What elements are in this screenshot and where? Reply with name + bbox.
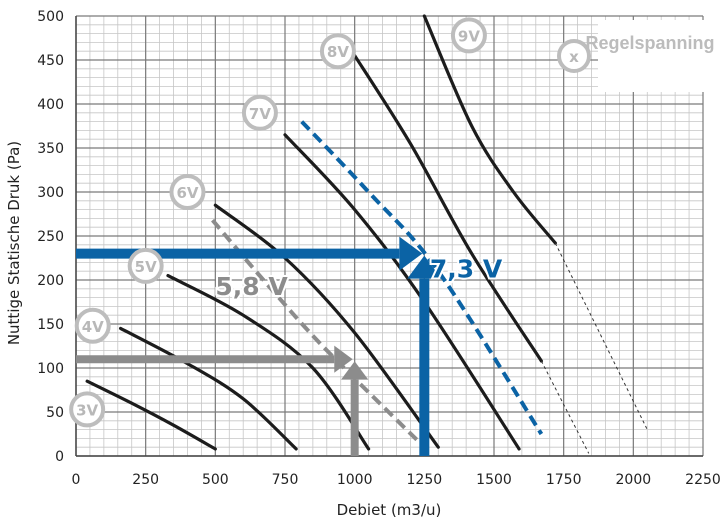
- x-tick-label: 1250: [407, 472, 443, 488]
- voltage-curves: [85, 14, 648, 454]
- x-tick-label: 2000: [616, 472, 652, 488]
- x-tick-label: 500: [202, 472, 229, 488]
- curve-5v: [166, 274, 371, 451]
- y-tick-label: 0: [55, 449, 64, 465]
- voltage-badge-7v: [241, 94, 278, 131]
- x-tick-label: 750: [272, 472, 299, 488]
- operating-point-label-1: 5,8 V: [215, 272, 288, 301]
- y-tick-label: 400: [37, 97, 64, 113]
- x-axis-title: Debiet (m3/u): [337, 501, 442, 519]
- legend-panel: x Regelspanning: [557, 20, 715, 92]
- voltage-badge-4v: [74, 307, 111, 344]
- legend-badge-circle: [557, 39, 591, 73]
- voltage-badge-label: 7V: [249, 105, 271, 123]
- voltage-badge-label: 6V: [176, 184, 198, 202]
- voltage-badge-label: 4V: [82, 318, 104, 336]
- x-tick-label: 1750: [546, 472, 582, 488]
- y-tick-label: 350: [37, 141, 64, 157]
- x-tick-label: 250: [132, 472, 159, 488]
- pressure-arrow-2-head: [399, 236, 423, 271]
- y-tick-label: 500: [37, 9, 64, 25]
- x-tick-label: 2250: [685, 472, 721, 488]
- voltage-badge-label: 3V: [76, 401, 98, 419]
- x-tick-label: 1000: [337, 472, 373, 488]
- flow-arrow-2-head: [407, 255, 442, 279]
- voltage-badge-label: 5V: [135, 258, 157, 276]
- y-tick-label: 300: [37, 185, 64, 201]
- curve-3v: [85, 379, 217, 451]
- voltage-badge-label: 8V: [327, 43, 349, 61]
- legend-label: Regelspanning: [585, 33, 714, 53]
- y-tick-label: 450: [37, 53, 64, 69]
- voltage-badge-6v: [169, 174, 206, 210]
- voltage-badge-8v: [319, 33, 356, 70]
- curve-7v: [283, 133, 521, 451]
- voltage-badges: 3V 4V 5V 6V 7V 8V 9V: [69, 17, 487, 428]
- pressure-arrow-1-head: [334, 345, 353, 373]
- voltage-badge-5v: [127, 247, 164, 284]
- y-tick-label: 250: [37, 229, 64, 245]
- axes: [75, 16, 703, 457]
- x-tick-label: 0: [72, 472, 81, 488]
- operating-curve-2: [300, 120, 544, 436]
- flow-arrow-1-head: [341, 361, 369, 380]
- operating-point-label-2: 7,3 V: [430, 254, 503, 283]
- curve-4v: [118, 326, 298, 451]
- curve-8v: [350, 49, 543, 363]
- operating-point-callouts: 5,8 V 7,3 V: [213, 252, 505, 303]
- y-tick-label: 200: [37, 273, 64, 289]
- y-tick-label: 100: [37, 361, 64, 377]
- voltage-badge-label: 9V: [458, 27, 480, 45]
- curve-9v: [422, 14, 557, 245]
- y-tick-label: 150: [37, 317, 64, 333]
- y-tick-label: 50: [46, 405, 64, 421]
- legend-badge-text: x: [569, 48, 579, 66]
- operating-point-arrows: [76, 236, 442, 456]
- curve-9v-extension: [554, 242, 648, 430]
- legend-background: [598, 20, 704, 92]
- voltage-badge-3v: [69, 391, 106, 428]
- tick-labels: 0 250 500 750 1000 1250 1500 1750 2000 2250 0 50 100…: [37, 9, 721, 488]
- curve-6v: [213, 203, 440, 449]
- x-tick-label: 1500: [476, 472, 512, 488]
- curve-8v-extension: [540, 360, 590, 454]
- voltage-badge-9v: [450, 17, 487, 54]
- y-axis-title: Nuttige Statische Druk (Pa): [5, 141, 23, 345]
